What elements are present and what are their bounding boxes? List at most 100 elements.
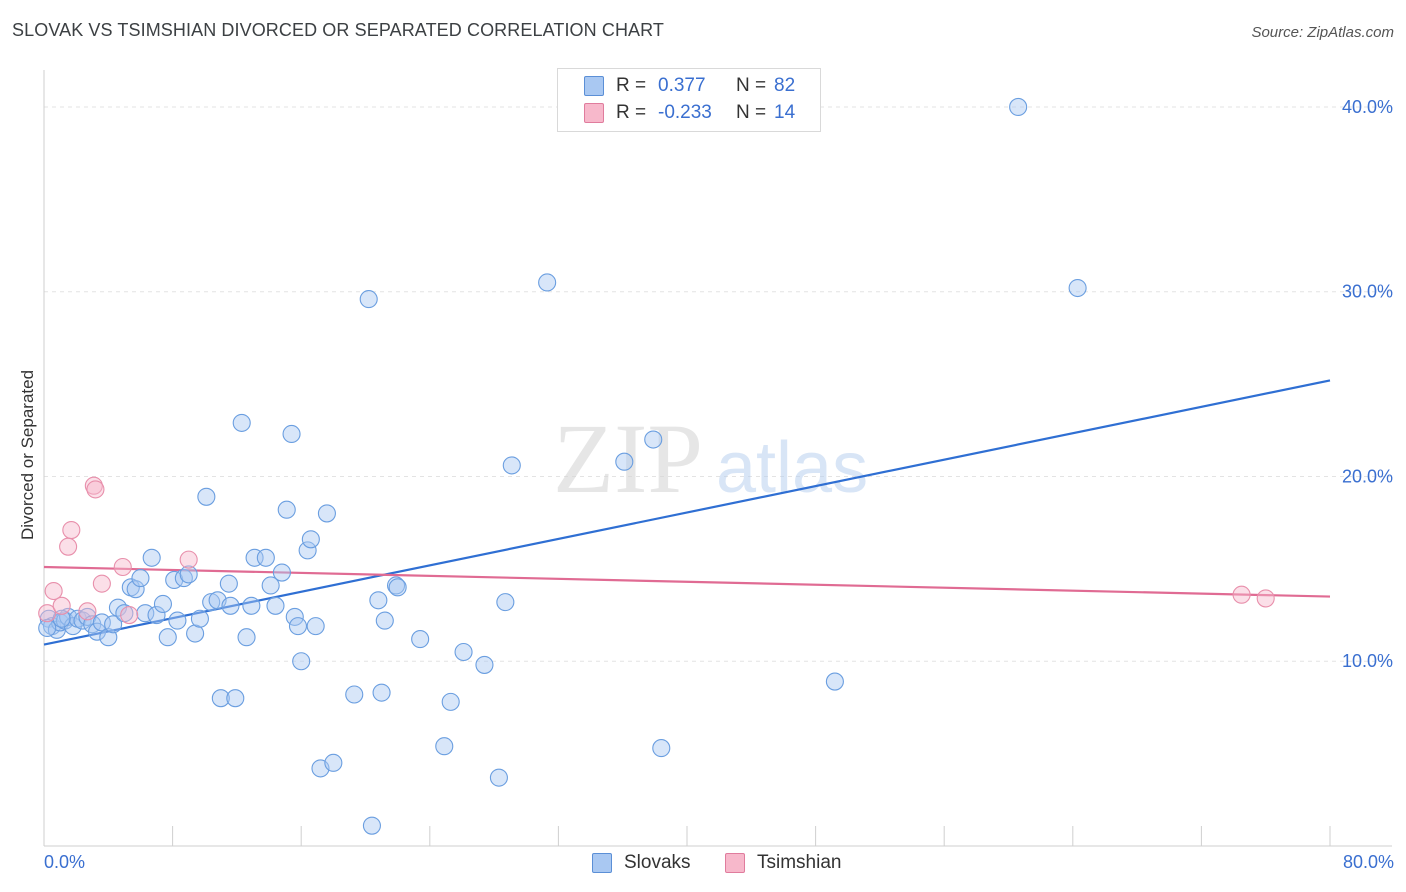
slovak-point — [292, 652, 311, 671]
tsimshian-point — [120, 605, 139, 625]
slovak-point — [496, 593, 515, 612]
grid-lines — [44, 106, 1392, 662]
slovak-point — [359, 290, 378, 309]
tsimshian-point — [86, 480, 105, 499]
tsimshian-point — [44, 581, 63, 601]
slovak-point — [219, 574, 238, 593]
legend-n-value: 82 — [774, 75, 796, 96]
tsimshian-point — [38, 604, 57, 623]
tsimshian-trend-line — [43, 565, 1331, 598]
slovak-point — [221, 596, 240, 615]
legend-swatch-slovaks — [584, 76, 604, 96]
tsimshian-point — [113, 557, 132, 577]
legend-swatch-tsimshian — [725, 853, 745, 873]
slovak-point — [131, 569, 150, 588]
tsimshian-points — [38, 476, 1275, 625]
slovak-point — [388, 578, 407, 597]
slovak-point — [282, 424, 301, 444]
slovak-point — [489, 768, 508, 787]
slovak-point — [375, 611, 394, 630]
axes — [43, 70, 1392, 847]
legend-row-tsimshian: R = -0.233 N = 14 — [558, 100, 795, 126]
tsimshian-point — [1256, 589, 1275, 608]
slovak-point — [266, 596, 285, 615]
slovak-point — [362, 816, 381, 835]
slovak-point — [1068, 278, 1087, 298]
legend-r-label: R = — [616, 102, 647, 123]
y-tick-label: 10.0% — [1342, 651, 1393, 671]
slovak-point — [186, 624, 205, 643]
legend-item-slovaks[interactable]: Slovaks — [592, 852, 691, 874]
legend-r-value: -0.233 — [658, 102, 712, 123]
slovak-points — [38, 97, 1087, 835]
y-tick-label: 30.0% — [1342, 282, 1393, 302]
slovak-point — [153, 594, 173, 614]
slovak-point — [147, 605, 166, 625]
tsimshian-point — [92, 574, 111, 593]
slovak-point — [126, 580, 145, 599]
legend-label-slovaks: Slovaks — [624, 852, 691, 873]
watermark-zip: ZIP — [553, 403, 703, 514]
slovak-point — [298, 541, 317, 560]
legend-swatch-slovaks — [592, 853, 612, 873]
slovak-point — [256, 548, 275, 567]
slovak-point — [644, 430, 663, 449]
legend-label-tsimshian: Tsimshian — [757, 852, 842, 873]
tsimshian-point — [78, 602, 97, 621]
slovak-point — [615, 452, 634, 471]
chart-title: SLOVAK VS TSIMSHIAN DIVORCED OR SEPARATE… — [12, 20, 665, 40]
legend-n-label: N = — [736, 102, 767, 123]
tsimshian-point — [179, 550, 198, 569]
slovak-point — [652, 739, 671, 758]
tsimshian-point — [52, 596, 71, 615]
slovak-point — [372, 683, 391, 702]
legend-item-tsimshian[interactable]: Tsimshian — [725, 852, 841, 874]
legend-row-slovaks: R = 0.377 N = 82 — [558, 73, 795, 99]
slovak-point — [38, 618, 57, 638]
correlation-legend: R = 0.377 N = 82 R = -0.233 N = 14 — [557, 68, 821, 132]
slovak-point — [261, 576, 280, 595]
slovak-point — [211, 689, 230, 708]
slovak-point — [190, 609, 209, 628]
slovak-point — [502, 456, 521, 475]
slovak-point — [317, 504, 336, 523]
tsimshian-point — [62, 521, 81, 540]
slovak-point — [288, 617, 308, 636]
slovak-point — [87, 622, 107, 641]
tsimshian-point — [59, 537, 78, 556]
slovak-point — [369, 591, 388, 610]
slovak-point — [324, 753, 343, 772]
slovak-point — [277, 500, 296, 519]
slovak-point — [301, 530, 320, 549]
slovak-point — [441, 692, 460, 711]
slovak-point — [158, 628, 177, 647]
legend-n-value: 14 — [774, 102, 796, 123]
legend-r-label: R = — [616, 75, 647, 96]
slovak-point — [454, 642, 473, 662]
slovak-point — [168, 611, 187, 630]
slovak-point — [306, 617, 325, 636]
legend-swatch-tsimshian — [584, 103, 604, 123]
y-tick-labels: 10.0% 20.0% 30.0% 40.0% — [1342, 97, 1393, 671]
slovak-point — [825, 672, 844, 691]
slovak-point — [435, 737, 454, 756]
slovak-point — [226, 689, 245, 708]
watermark-atlas: atlas — [716, 428, 868, 508]
y-tick-label: 20.0% — [1342, 466, 1393, 486]
slovak-point — [1009, 97, 1028, 117]
watermark: ZIP atlas — [553, 403, 868, 514]
slovak-point — [242, 596, 261, 615]
slovak-point — [202, 593, 221, 612]
legend-r-value: 0.377 — [658, 75, 706, 96]
slovak-point — [475, 655, 494, 674]
source-label: Source: ZipAtlas.com — [1251, 24, 1394, 41]
series-legend: Slovaks Tsimshian — [0, 852, 1406, 878]
slovak-point — [142, 548, 161, 567]
slovak-point — [104, 615, 123, 634]
slovak-point — [179, 565, 198, 584]
slovak-point — [538, 273, 557, 292]
x-axis-min-label: 0.0% — [44, 852, 86, 872]
legend-n-label: N = — [736, 75, 767, 96]
slovak-point — [136, 604, 155, 623]
slovak-point — [411, 630, 430, 649]
